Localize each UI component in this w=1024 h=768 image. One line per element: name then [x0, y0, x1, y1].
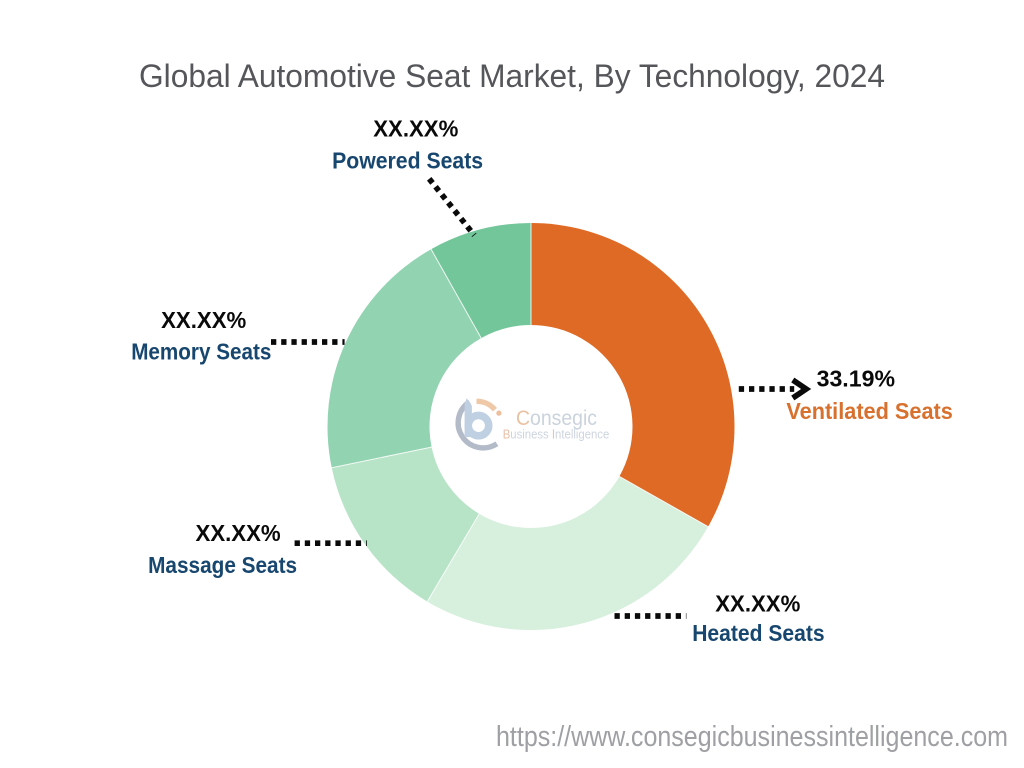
svg-text:XX.XX%: XX.XX% [715, 590, 800, 616]
svg-text:https://www.consegicbusinessin: https://www.consegicbusinessintelligence… [496, 721, 1008, 753]
svg-text:Memory Seats: Memory Seats [131, 339, 271, 365]
svg-text:Global Automotive Seat Market,: Global Automotive Seat Market, By Techno… [139, 58, 885, 94]
svg-text:Ventilated Seats: Ventilated Seats [786, 398, 953, 424]
svg-text:33.19%: 33.19% [817, 365, 896, 391]
svg-text:Consegic: Consegic [516, 405, 597, 430]
svg-text:Powered Seats: Powered Seats [332, 147, 483, 173]
svg-text:Massage Seats: Massage Seats [148, 552, 297, 578]
svg-text:Business Intelligence: Business Intelligence [503, 427, 610, 441]
svg-text:XX.XX%: XX.XX% [161, 307, 246, 333]
svg-text:XX.XX%: XX.XX% [373, 116, 458, 142]
svg-text:Heated Seats: Heated Seats [692, 620, 824, 646]
svg-text:XX.XX%: XX.XX% [196, 520, 281, 546]
